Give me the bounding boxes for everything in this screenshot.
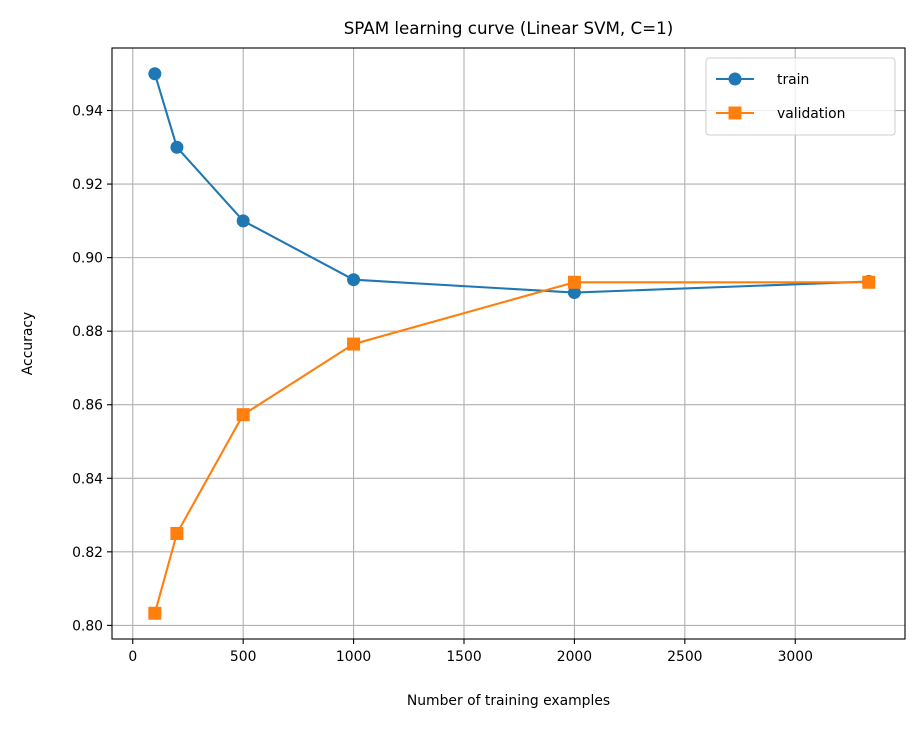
x-tick-label: 0 bbox=[128, 649, 137, 665]
tick-layer: 0 500 1000 1500 2000 2500 3000 0.80 0.82 0.84 0.86… bbox=[72, 104, 813, 665]
validation-data-point bbox=[567, 275, 581, 289]
legend-marker-validation bbox=[728, 106, 742, 120]
validation-series-line bbox=[153, 281, 869, 614]
x-tick-label: 2500 bbox=[667, 649, 702, 665]
legend-label-train: train bbox=[777, 72, 809, 88]
legend-label-validation: validation bbox=[777, 106, 845, 122]
y-tick-label: 0.88 bbox=[72, 324, 103, 340]
chart-title: SPAM learning curve (Linear SVM, C=1) bbox=[344, 18, 674, 38]
x-tick-label: 1000 bbox=[336, 649, 371, 665]
validation-data-point bbox=[862, 275, 876, 289]
validation-data-point bbox=[347, 337, 361, 351]
legend: train validation bbox=[705, 57, 896, 136]
legend-item-train: train bbox=[716, 72, 809, 88]
train-data-point bbox=[567, 286, 581, 300]
legend-items: train validation bbox=[716, 72, 845, 122]
x-tick-label: 3000 bbox=[778, 649, 813, 665]
x-axis-label: Number of training examples bbox=[407, 693, 610, 709]
train-series-line bbox=[153, 73, 869, 294]
y-tick-label: 0.82 bbox=[72, 545, 103, 561]
validation-data-point bbox=[170, 526, 184, 540]
y-tick-label: 0.92 bbox=[72, 177, 103, 193]
y-tick-label: 0.80 bbox=[72, 618, 103, 634]
plot-frame bbox=[111, 47, 906, 640]
series-layer bbox=[148, 67, 876, 620]
train-data-point bbox=[236, 214, 250, 228]
y-tick-label: 0.86 bbox=[72, 398, 103, 414]
y-axis-label: Accuracy bbox=[20, 312, 36, 375]
x-tick-label: 1500 bbox=[446, 649, 481, 665]
legend-item-validation: validation bbox=[716, 106, 845, 122]
y-tick-label: 0.84 bbox=[72, 471, 103, 487]
series-validation bbox=[148, 275, 876, 620]
grid-lines bbox=[112, 48, 905, 639]
legend-marker-train bbox=[728, 72, 742, 86]
train-data-point bbox=[347, 273, 361, 287]
x-tick-label: 500 bbox=[230, 649, 257, 665]
legend-box bbox=[705, 57, 896, 136]
train-data-point bbox=[148, 67, 162, 81]
y-tick-label: 0.94 bbox=[72, 104, 103, 120]
validation-data-point bbox=[148, 606, 162, 620]
x-tick-label: 2000 bbox=[557, 649, 592, 665]
validation-data-point bbox=[236, 408, 250, 422]
train-data-point bbox=[170, 140, 184, 154]
y-tick-label: 0.90 bbox=[72, 251, 103, 267]
